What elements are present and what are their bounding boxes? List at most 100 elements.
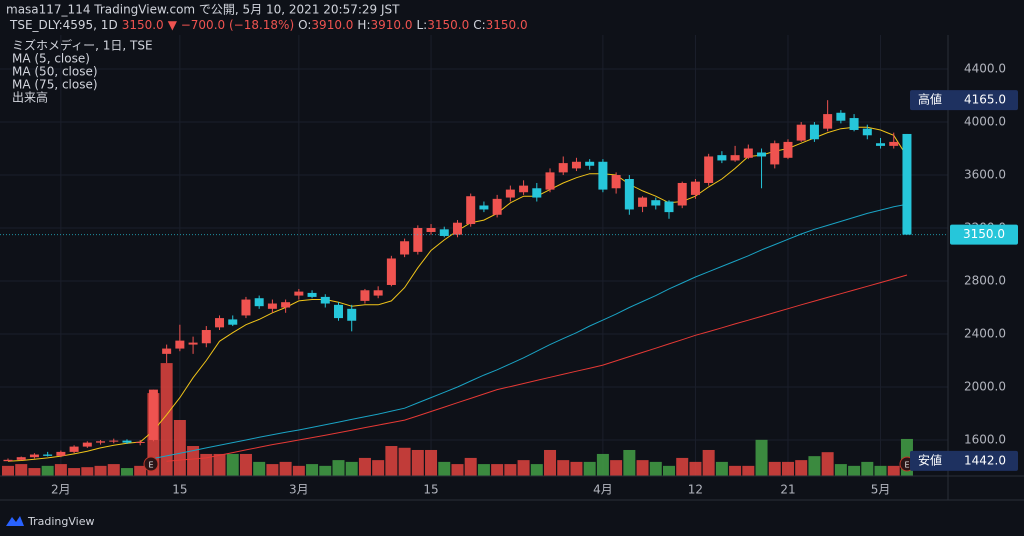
volume-bar [398, 447, 411, 476]
candle-body [201, 330, 211, 344]
candle-body [334, 304, 343, 319]
candle-body [585, 161, 595, 166]
price-marker-box [910, 450, 1018, 471]
candle-body [809, 124, 819, 140]
volume-bar [729, 465, 742, 476]
candle-body [373, 290, 383, 296]
volume-bar [504, 464, 517, 476]
y-tick-label: 3600.0 [964, 168, 1006, 182]
volume-bar [715, 461, 728, 476]
candle-body [598, 161, 608, 190]
candle-body [730, 155, 740, 161]
volume-bar [160, 363, 173, 476]
volume-bar [213, 453, 226, 476]
volume-bar [15, 464, 28, 476]
candle-body [228, 319, 238, 325]
candle-body [677, 182, 687, 206]
candle-body [849, 118, 859, 130]
volume-bar [834, 464, 847, 476]
volume-bar [372, 460, 385, 476]
candle-body [162, 348, 172, 354]
volume-bar [28, 468, 41, 476]
candle-body [413, 228, 423, 252]
volume-bar [81, 467, 94, 476]
candle-body [519, 185, 529, 193]
volume-bar [742, 465, 755, 476]
legend-entry: MA (50, close) [12, 65, 98, 79]
y-tick-label: 1600.0 [964, 432, 1006, 446]
candle-body [466, 196, 476, 225]
footer: TradingView [27, 515, 94, 528]
volume-bar [874, 465, 887, 476]
volume-bar [477, 464, 490, 476]
legend-entry: 出来高 [12, 90, 48, 105]
candle-body [479, 205, 489, 210]
volume-bar [107, 464, 120, 476]
volume-bar [702, 449, 715, 476]
candle-body [360, 290, 370, 301]
candle-body [823, 114, 833, 129]
candle-body [82, 442, 92, 447]
last: 3150.0 [122, 18, 164, 32]
volume-bar [570, 461, 583, 476]
candle-body [29, 454, 39, 458]
candle-body [571, 161, 581, 169]
volume-bar [676, 457, 689, 476]
legend-instrument: ミズホメディー, 1日, TSE [12, 38, 153, 53]
ohlc-value: 3910.0 [371, 18, 413, 32]
event-label: E [148, 461, 153, 470]
ohlc-key: H: [357, 18, 370, 32]
candle-body [862, 128, 872, 136]
candle-body [889, 141, 899, 146]
candle-body [796, 124, 806, 141]
volume-bar [781, 461, 794, 476]
candle-body [320, 296, 330, 304]
volume-bar [544, 449, 557, 476]
candle-body [836, 112, 846, 121]
candle-body [294, 291, 304, 296]
event-label: E [904, 461, 909, 470]
header-line1: masa117_114 TradingView.com で公開, 5月 10, … [6, 3, 400, 17]
x-tick-label: 3月 [289, 483, 309, 497]
candle-body [3, 459, 13, 462]
ohlc-key: C: [473, 18, 485, 32]
volume-bar [134, 465, 147, 476]
volume-bar [623, 449, 636, 476]
volume-bar [226, 453, 239, 476]
candle-body [743, 148, 753, 158]
volume-bar [464, 457, 477, 476]
x-tick-label: 5月 [871, 483, 891, 497]
volume-bar [821, 452, 834, 476]
volume-bar [808, 456, 821, 476]
candle-body [135, 441, 145, 443]
candle-body [426, 228, 436, 232]
candle-body [148, 389, 158, 440]
price-axis: 1600.02000.02400.02800.03200.03600.04000… [910, 62, 1018, 471]
volume-bar [768, 461, 781, 476]
volume-bar [848, 465, 861, 476]
volume-bar [292, 465, 305, 476]
last-price-box [950, 224, 1018, 245]
ma-line [166, 274, 908, 462]
volume-bar [636, 460, 649, 476]
grid [0, 35, 948, 476]
candle-body [770, 143, 780, 165]
candle-body [16, 457, 26, 460]
y-tick-label: 2000.0 [964, 379, 1006, 393]
volume-bar [2, 465, 14, 476]
volume-bar [530, 464, 543, 476]
volume-bar [517, 460, 530, 476]
last-price-label: 3150.0 [963, 227, 1005, 241]
price-marker-box [910, 90, 1018, 111]
candle-body [757, 152, 767, 157]
ma-line [153, 203, 908, 459]
volume-bar [345, 461, 358, 476]
volume-bar [663, 465, 675, 476]
volume-bar [173, 419, 186, 476]
candle-body [386, 258, 396, 285]
candle-body [876, 143, 886, 146]
volume-bar [94, 465, 107, 476]
event-marker [143, 456, 159, 472]
candle-body [254, 298, 264, 307]
x-tick-label: 12 [688, 483, 703, 497]
